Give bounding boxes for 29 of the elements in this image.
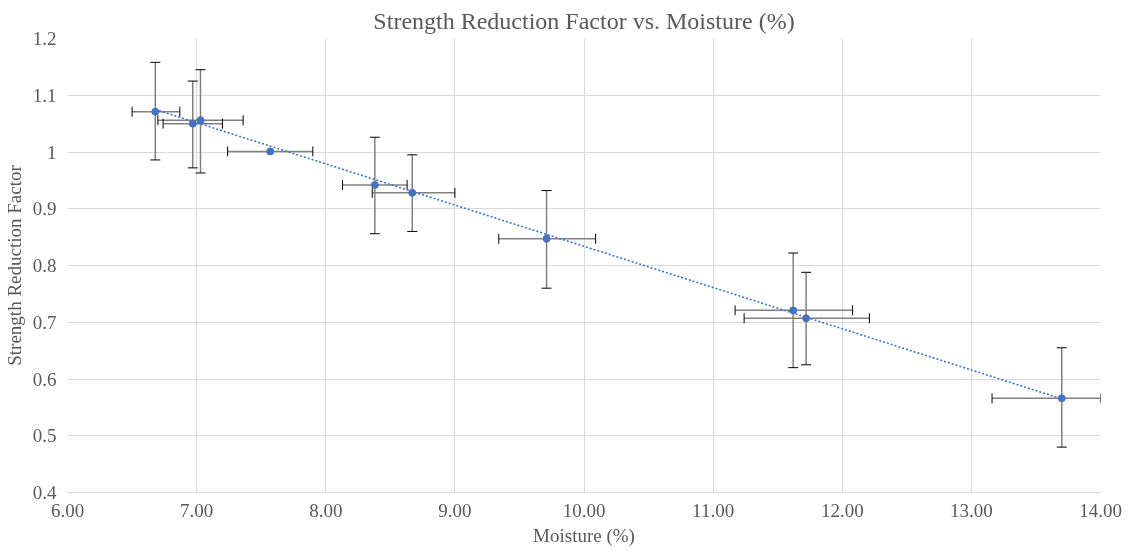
x-axis-title: Moisture (%) xyxy=(533,524,635,547)
point xyxy=(370,180,379,189)
y-tick-label: 1.1 xyxy=(32,84,57,106)
x-tick-label: 11.00 xyxy=(692,499,735,521)
point xyxy=(196,116,205,125)
point xyxy=(1057,394,1066,403)
point xyxy=(266,147,275,156)
x-tick-label: 7.00 xyxy=(180,499,214,521)
point xyxy=(408,188,417,197)
y-tick-label: 0.5 xyxy=(32,425,57,447)
x-tick-label: 13.00 xyxy=(950,499,993,521)
y-tick-label: 0.6 xyxy=(32,368,57,390)
chart-title: Strength Reduction Factor vs. Moisture (%) xyxy=(373,7,795,34)
y-tick-label: 0.7 xyxy=(32,311,57,333)
x-tick-label: 8.00 xyxy=(309,499,343,521)
point xyxy=(151,107,160,116)
x-tick-label: 9.00 xyxy=(438,499,472,521)
point xyxy=(542,234,551,243)
y-tick-label: 1 xyxy=(47,141,57,163)
y-tick-label: 0.8 xyxy=(32,255,57,276)
point xyxy=(789,306,798,315)
x-tick-label: 12.00 xyxy=(820,499,864,521)
y-tick-label: 0.9 xyxy=(32,198,57,220)
point xyxy=(188,119,197,128)
y-axis-title: Strength Reduction Factor xyxy=(3,164,25,366)
x-tick-label: 14.00 xyxy=(1079,499,1122,521)
x-tick-label: 10.00 xyxy=(562,499,606,521)
point xyxy=(802,314,811,323)
y-tick-label: 1.2 xyxy=(32,28,57,49)
